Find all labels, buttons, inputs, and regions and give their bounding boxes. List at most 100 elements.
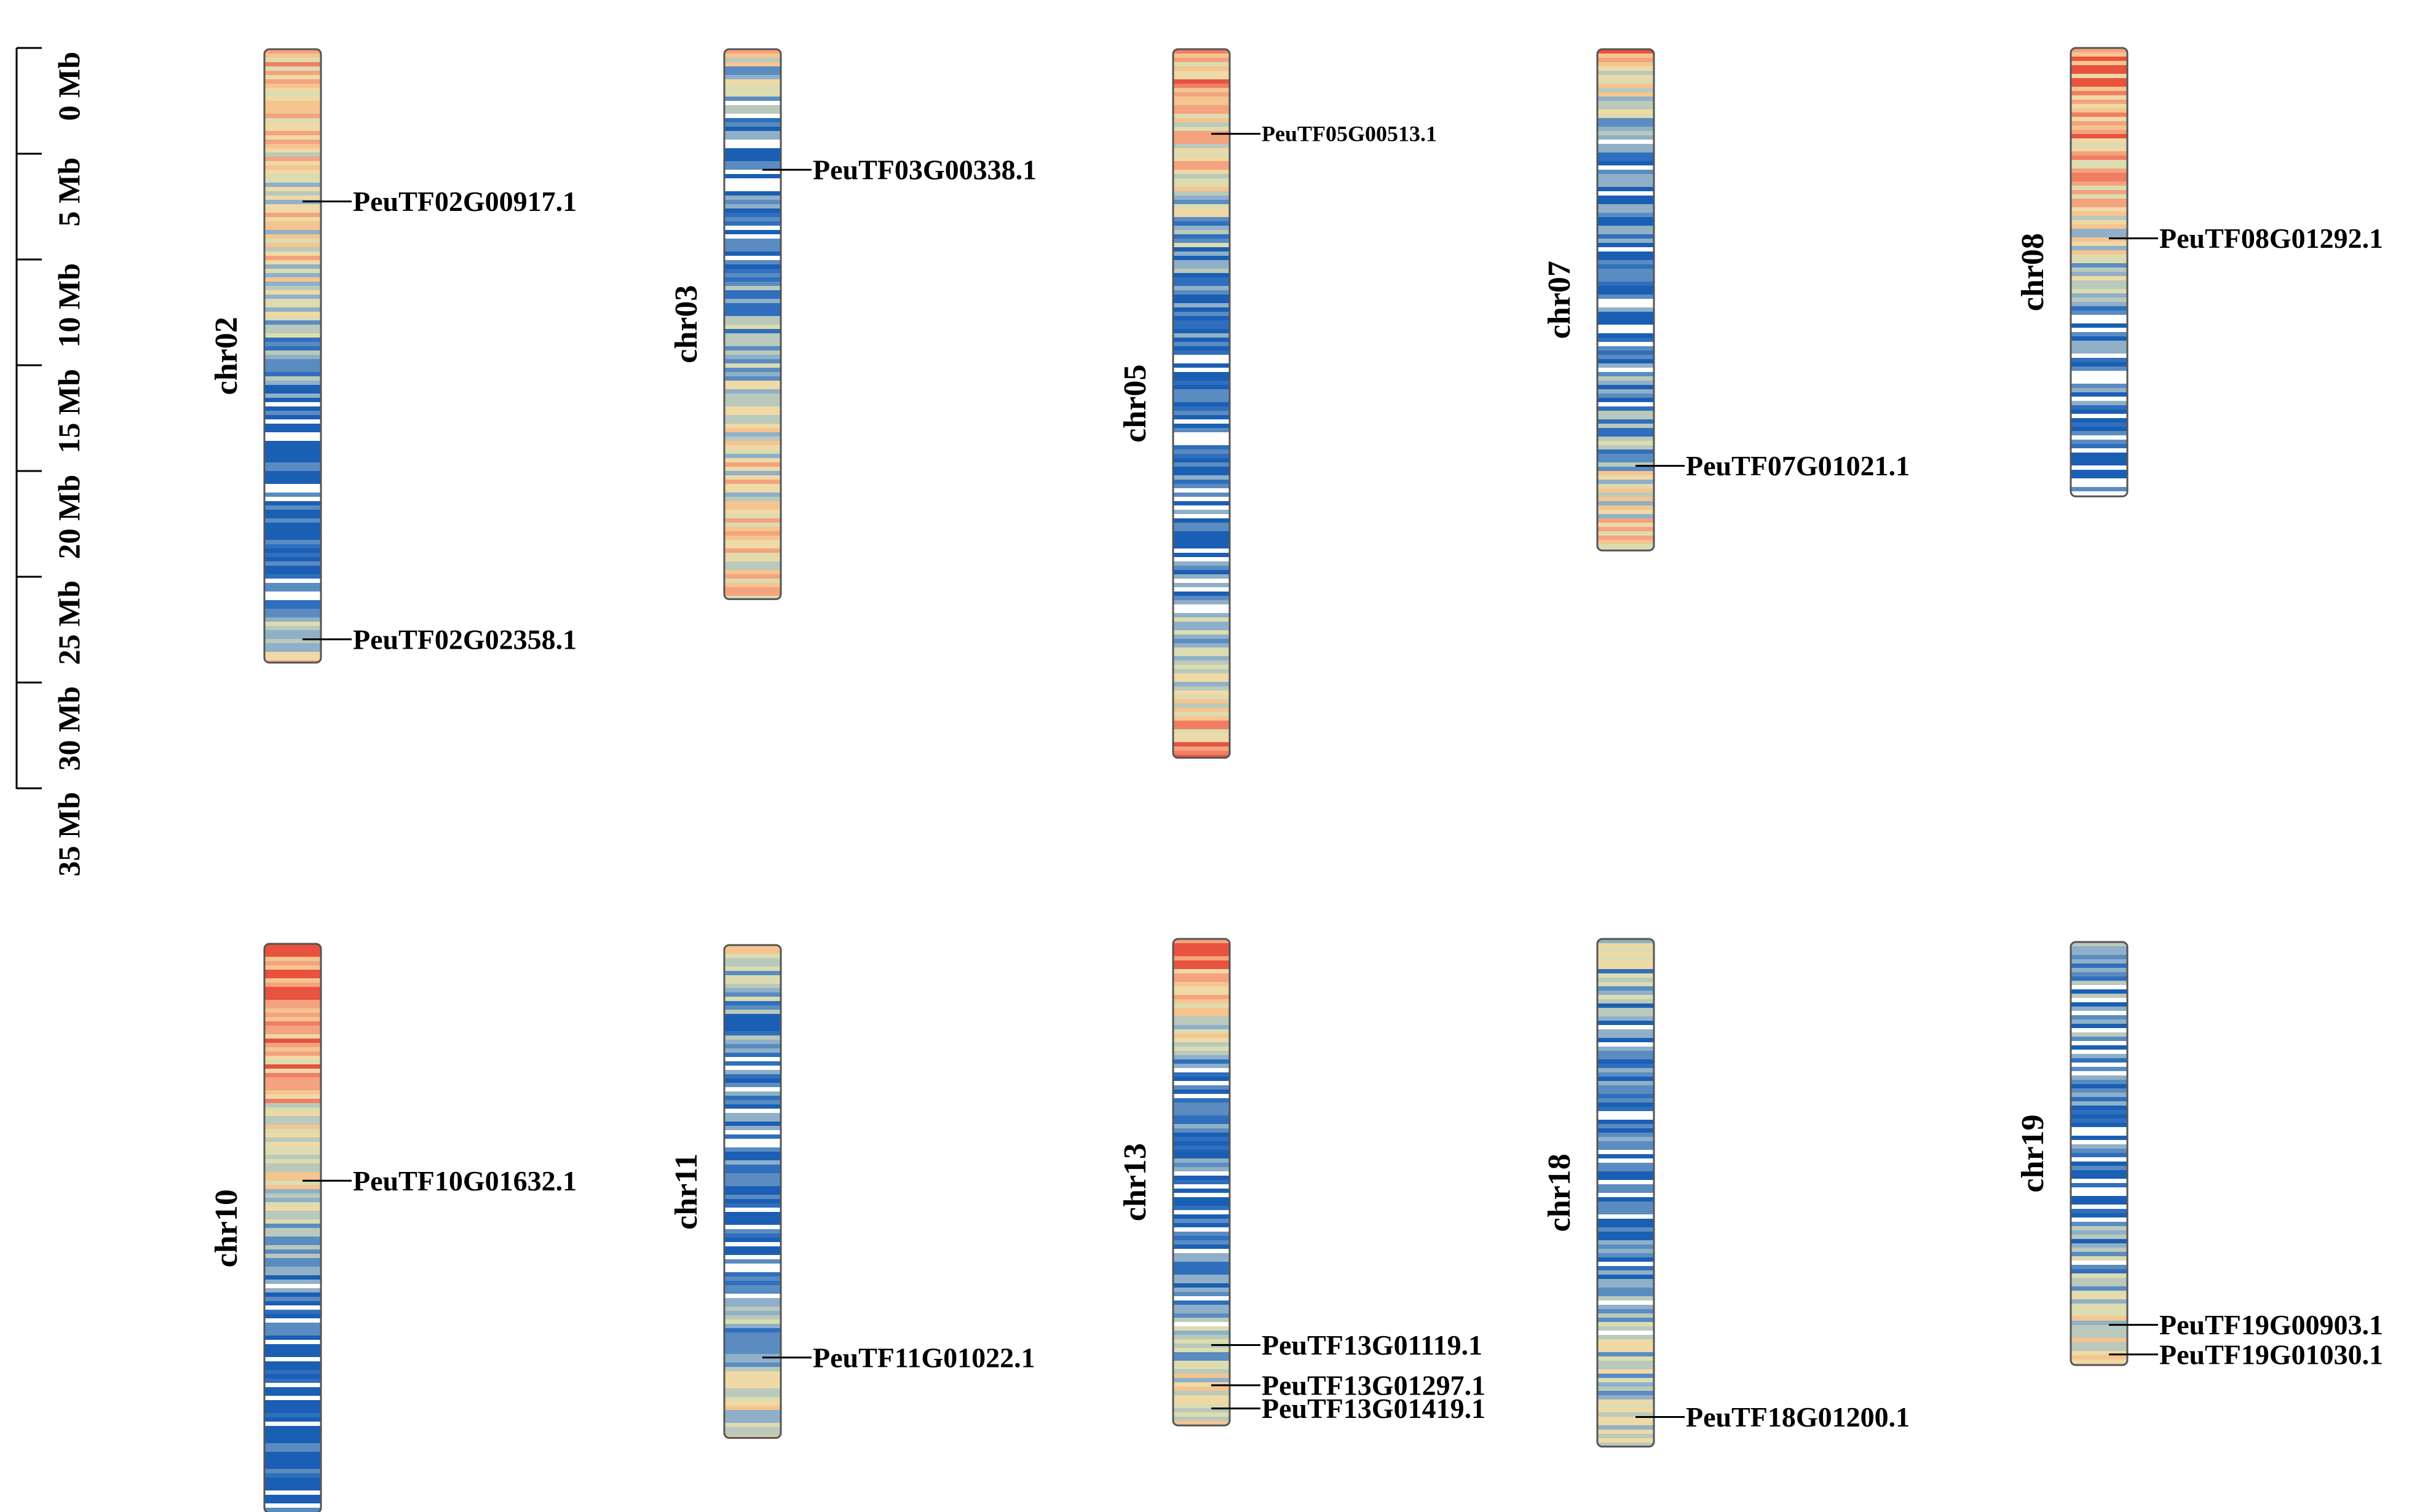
density-stripe bbox=[2071, 1045, 2127, 1050]
density-stripe bbox=[2071, 74, 2127, 79]
density-stripe bbox=[1173, 1167, 1230, 1172]
density-stripe bbox=[1173, 948, 1230, 952]
gene-label: PeuTF19G00903.1 bbox=[2159, 1309, 2383, 1340]
density-stripe bbox=[264, 1193, 321, 1198]
density-stripe bbox=[2071, 1243, 2127, 1248]
density-stripe bbox=[264, 196, 321, 200]
density-stripe bbox=[724, 557, 781, 562]
density-stripe bbox=[1597, 1072, 1654, 1077]
density-stripe bbox=[264, 1357, 321, 1362]
density-stripe bbox=[724, 165, 781, 170]
density-stripe bbox=[1173, 1300, 1230, 1305]
density-stripe bbox=[264, 200, 321, 205]
density-stripe bbox=[1173, 1206, 1230, 1211]
density-stripe bbox=[1173, 583, 1230, 588]
density-stripe bbox=[724, 286, 781, 291]
density-stripe bbox=[2071, 968, 2127, 973]
density-stripe bbox=[1597, 303, 1654, 308]
density-stripe bbox=[1173, 622, 1230, 627]
density-stripe bbox=[1173, 467, 1230, 472]
density-stripe bbox=[2071, 48, 2127, 53]
density-stripe bbox=[264, 1396, 321, 1401]
density-stripe bbox=[1597, 75, 1654, 80]
density-stripe bbox=[2071, 117, 2127, 122]
density-stripe bbox=[2071, 1286, 2127, 1291]
density-stripe bbox=[1173, 376, 1230, 381]
density-stripe bbox=[1173, 1102, 1230, 1107]
density-stripe bbox=[724, 1186, 781, 1191]
density-stripe bbox=[724, 1298, 781, 1303]
density-stripe bbox=[724, 282, 781, 287]
density-stripe bbox=[264, 643, 321, 648]
density-stripe bbox=[724, 1423, 781, 1428]
density-stripe bbox=[264, 368, 321, 373]
density-stripe bbox=[264, 592, 321, 596]
density-stripe bbox=[264, 1034, 321, 1039]
density-stripe bbox=[2071, 1312, 2127, 1317]
density-stripe bbox=[1173, 1171, 1230, 1176]
density-stripe bbox=[1173, 1085, 1230, 1090]
density-stripe bbox=[1597, 62, 1654, 67]
chromosome-name: chr13 bbox=[1118, 1143, 1153, 1221]
gene-label: PeuTF13G01297.1 bbox=[1262, 1369, 1485, 1401]
density-stripe bbox=[724, 1061, 781, 1066]
density-stripe bbox=[1597, 1137, 1654, 1142]
gene-label: PeuTF08G01292.1 bbox=[2159, 223, 2383, 254]
density-stripe bbox=[724, 1315, 781, 1320]
density-stripe bbox=[1597, 488, 1654, 493]
density-stripe bbox=[1173, 695, 1230, 700]
density-stripe bbox=[264, 316, 321, 321]
density-stripe bbox=[2071, 250, 2127, 255]
density-stripe bbox=[1597, 1283, 1654, 1288]
density-stripe bbox=[1173, 1201, 1230, 1206]
density-stripe bbox=[1173, 630, 1230, 635]
density-stripe bbox=[2071, 397, 2127, 402]
density-stripe bbox=[2071, 366, 2127, 371]
density-stripe bbox=[724, 984, 781, 989]
density-stripe bbox=[1173, 956, 1230, 961]
density-stripe bbox=[1173, 424, 1230, 429]
density-stripe bbox=[2071, 453, 2127, 457]
density-stripe bbox=[264, 1185, 321, 1190]
density-stripe bbox=[264, 1099, 321, 1104]
density-stripe bbox=[2071, 1200, 2127, 1205]
gene-density-heatmap bbox=[1173, 49, 1230, 758]
density-stripe bbox=[264, 1155, 321, 1160]
chromosome-name: chr18 bbox=[1542, 1154, 1577, 1232]
density-stripe bbox=[1173, 170, 1230, 175]
density-stripe bbox=[264, 531, 321, 536]
density-stripe bbox=[1173, 1012, 1230, 1017]
density-stripe bbox=[724, 260, 781, 265]
density-stripe bbox=[264, 604, 321, 609]
density-stripe bbox=[724, 1419, 781, 1423]
density-stripe bbox=[1597, 398, 1654, 403]
density-stripe bbox=[1173, 355, 1230, 360]
density-stripe bbox=[1173, 1378, 1230, 1383]
density-stripe bbox=[2071, 1209, 2127, 1214]
density-stripe bbox=[2071, 392, 2127, 397]
density-stripe bbox=[1173, 161, 1230, 166]
density-stripe bbox=[724, 338, 781, 342]
density-stripe bbox=[2071, 1261, 2127, 1265]
density-stripe bbox=[1597, 1296, 1654, 1301]
density-stripe bbox=[1597, 1176, 1654, 1181]
density-stripe bbox=[1597, 432, 1654, 437]
density-stripe bbox=[2071, 410, 2127, 414]
density-stripe bbox=[2071, 100, 2127, 105]
density-stripe bbox=[1173, 406, 1230, 411]
density-stripe bbox=[2071, 255, 2127, 259]
gene-label: PeuTF18G01200.1 bbox=[1686, 1401, 1910, 1433]
density-stripe bbox=[1597, 540, 1654, 545]
density-stripe bbox=[1597, 1038, 1654, 1043]
density-stripe bbox=[2071, 487, 2127, 492]
density-stripe bbox=[1173, 394, 1230, 398]
density-stripe bbox=[1597, 402, 1654, 407]
density-stripe bbox=[1173, 359, 1230, 364]
density-stripe bbox=[724, 406, 781, 411]
density-stripe bbox=[1597, 1047, 1654, 1051]
density-stripe bbox=[2071, 216, 2127, 221]
density-stripe bbox=[2071, 1265, 2127, 1270]
density-stripe bbox=[1173, 1232, 1230, 1237]
density-stripe bbox=[264, 1503, 321, 1508]
density-stripe bbox=[724, 497, 781, 502]
